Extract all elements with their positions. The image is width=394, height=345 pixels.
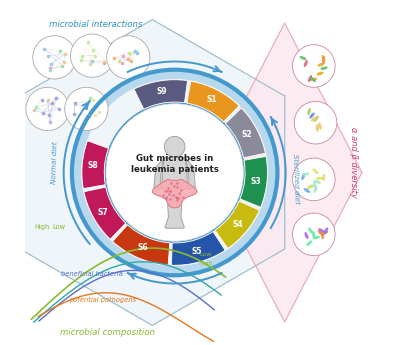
Ellipse shape [316, 177, 323, 180]
Ellipse shape [318, 122, 322, 130]
Circle shape [26, 87, 69, 130]
Wedge shape [82, 141, 108, 189]
Wedge shape [215, 201, 259, 248]
Text: microbial interactions: microbial interactions [49, 20, 142, 29]
Ellipse shape [314, 180, 321, 184]
Circle shape [292, 213, 335, 256]
Ellipse shape [321, 232, 324, 239]
Text: Sterilized diet: Sterilized diet [292, 154, 300, 205]
Text: S1: S1 [206, 95, 217, 104]
Wedge shape [104, 102, 245, 243]
Ellipse shape [308, 185, 315, 188]
Wedge shape [70, 68, 279, 277]
Text: Low: Low [52, 225, 65, 230]
Text: S6: S6 [138, 243, 148, 252]
Ellipse shape [313, 186, 318, 193]
Polygon shape [20, 20, 285, 325]
Polygon shape [152, 179, 197, 208]
Text: S7: S7 [98, 208, 109, 217]
Ellipse shape [301, 173, 305, 180]
Wedge shape [134, 80, 188, 109]
Ellipse shape [324, 227, 328, 234]
Circle shape [294, 101, 337, 144]
Text: Gut microbes in
leukemia patients: Gut microbes in leukemia patients [131, 154, 219, 174]
Ellipse shape [322, 174, 325, 181]
Polygon shape [160, 157, 189, 228]
Ellipse shape [318, 230, 324, 236]
Ellipse shape [318, 62, 325, 67]
Circle shape [107, 36, 150, 79]
Ellipse shape [310, 78, 318, 81]
Text: Low: Low [199, 253, 212, 257]
Circle shape [106, 104, 243, 241]
Ellipse shape [308, 75, 312, 82]
Ellipse shape [310, 77, 316, 82]
Ellipse shape [314, 116, 319, 122]
Ellipse shape [313, 236, 320, 239]
Ellipse shape [316, 124, 319, 132]
Text: beneficial bacteria: beneficial bacteria [61, 271, 123, 277]
Wedge shape [171, 231, 225, 265]
Ellipse shape [306, 240, 312, 246]
Wedge shape [70, 68, 279, 277]
Circle shape [33, 36, 76, 79]
Ellipse shape [299, 56, 307, 60]
Ellipse shape [322, 55, 325, 62]
Wedge shape [84, 187, 126, 239]
Ellipse shape [309, 112, 315, 119]
Text: S8: S8 [88, 161, 99, 170]
Ellipse shape [318, 228, 325, 233]
Ellipse shape [322, 56, 325, 63]
Ellipse shape [305, 232, 309, 239]
Polygon shape [186, 159, 195, 189]
Wedge shape [113, 225, 170, 265]
Circle shape [292, 158, 335, 201]
Ellipse shape [312, 168, 318, 174]
Text: S3: S3 [251, 177, 261, 186]
Text: S5: S5 [191, 247, 202, 256]
Circle shape [65, 87, 108, 130]
Ellipse shape [302, 172, 309, 176]
Ellipse shape [308, 227, 313, 234]
Text: High: High [34, 225, 49, 230]
Text: microbial composition: microbial composition [60, 328, 155, 337]
Ellipse shape [320, 67, 328, 70]
Circle shape [164, 136, 185, 157]
Ellipse shape [307, 185, 314, 189]
Text: potential pathogens: potential pathogens [69, 297, 136, 303]
Text: High: High [198, 261, 213, 266]
Text: α and β diversity: α and β diversity [349, 127, 358, 198]
Polygon shape [154, 159, 164, 189]
Text: S4: S4 [232, 220, 243, 229]
Ellipse shape [304, 60, 308, 67]
Circle shape [292, 45, 335, 87]
Ellipse shape [311, 117, 318, 121]
Text: Normal diet: Normal diet [51, 141, 58, 184]
Wedge shape [187, 81, 239, 122]
Ellipse shape [304, 188, 310, 193]
Wedge shape [225, 108, 266, 158]
Ellipse shape [321, 231, 328, 235]
Wedge shape [240, 156, 268, 207]
Ellipse shape [313, 181, 317, 189]
Ellipse shape [319, 230, 326, 233]
Ellipse shape [316, 72, 323, 76]
Circle shape [71, 34, 114, 77]
Polygon shape [207, 23, 362, 322]
Ellipse shape [307, 108, 311, 115]
Text: S2: S2 [242, 130, 252, 139]
Text: S9: S9 [156, 87, 167, 96]
Ellipse shape [312, 231, 315, 239]
